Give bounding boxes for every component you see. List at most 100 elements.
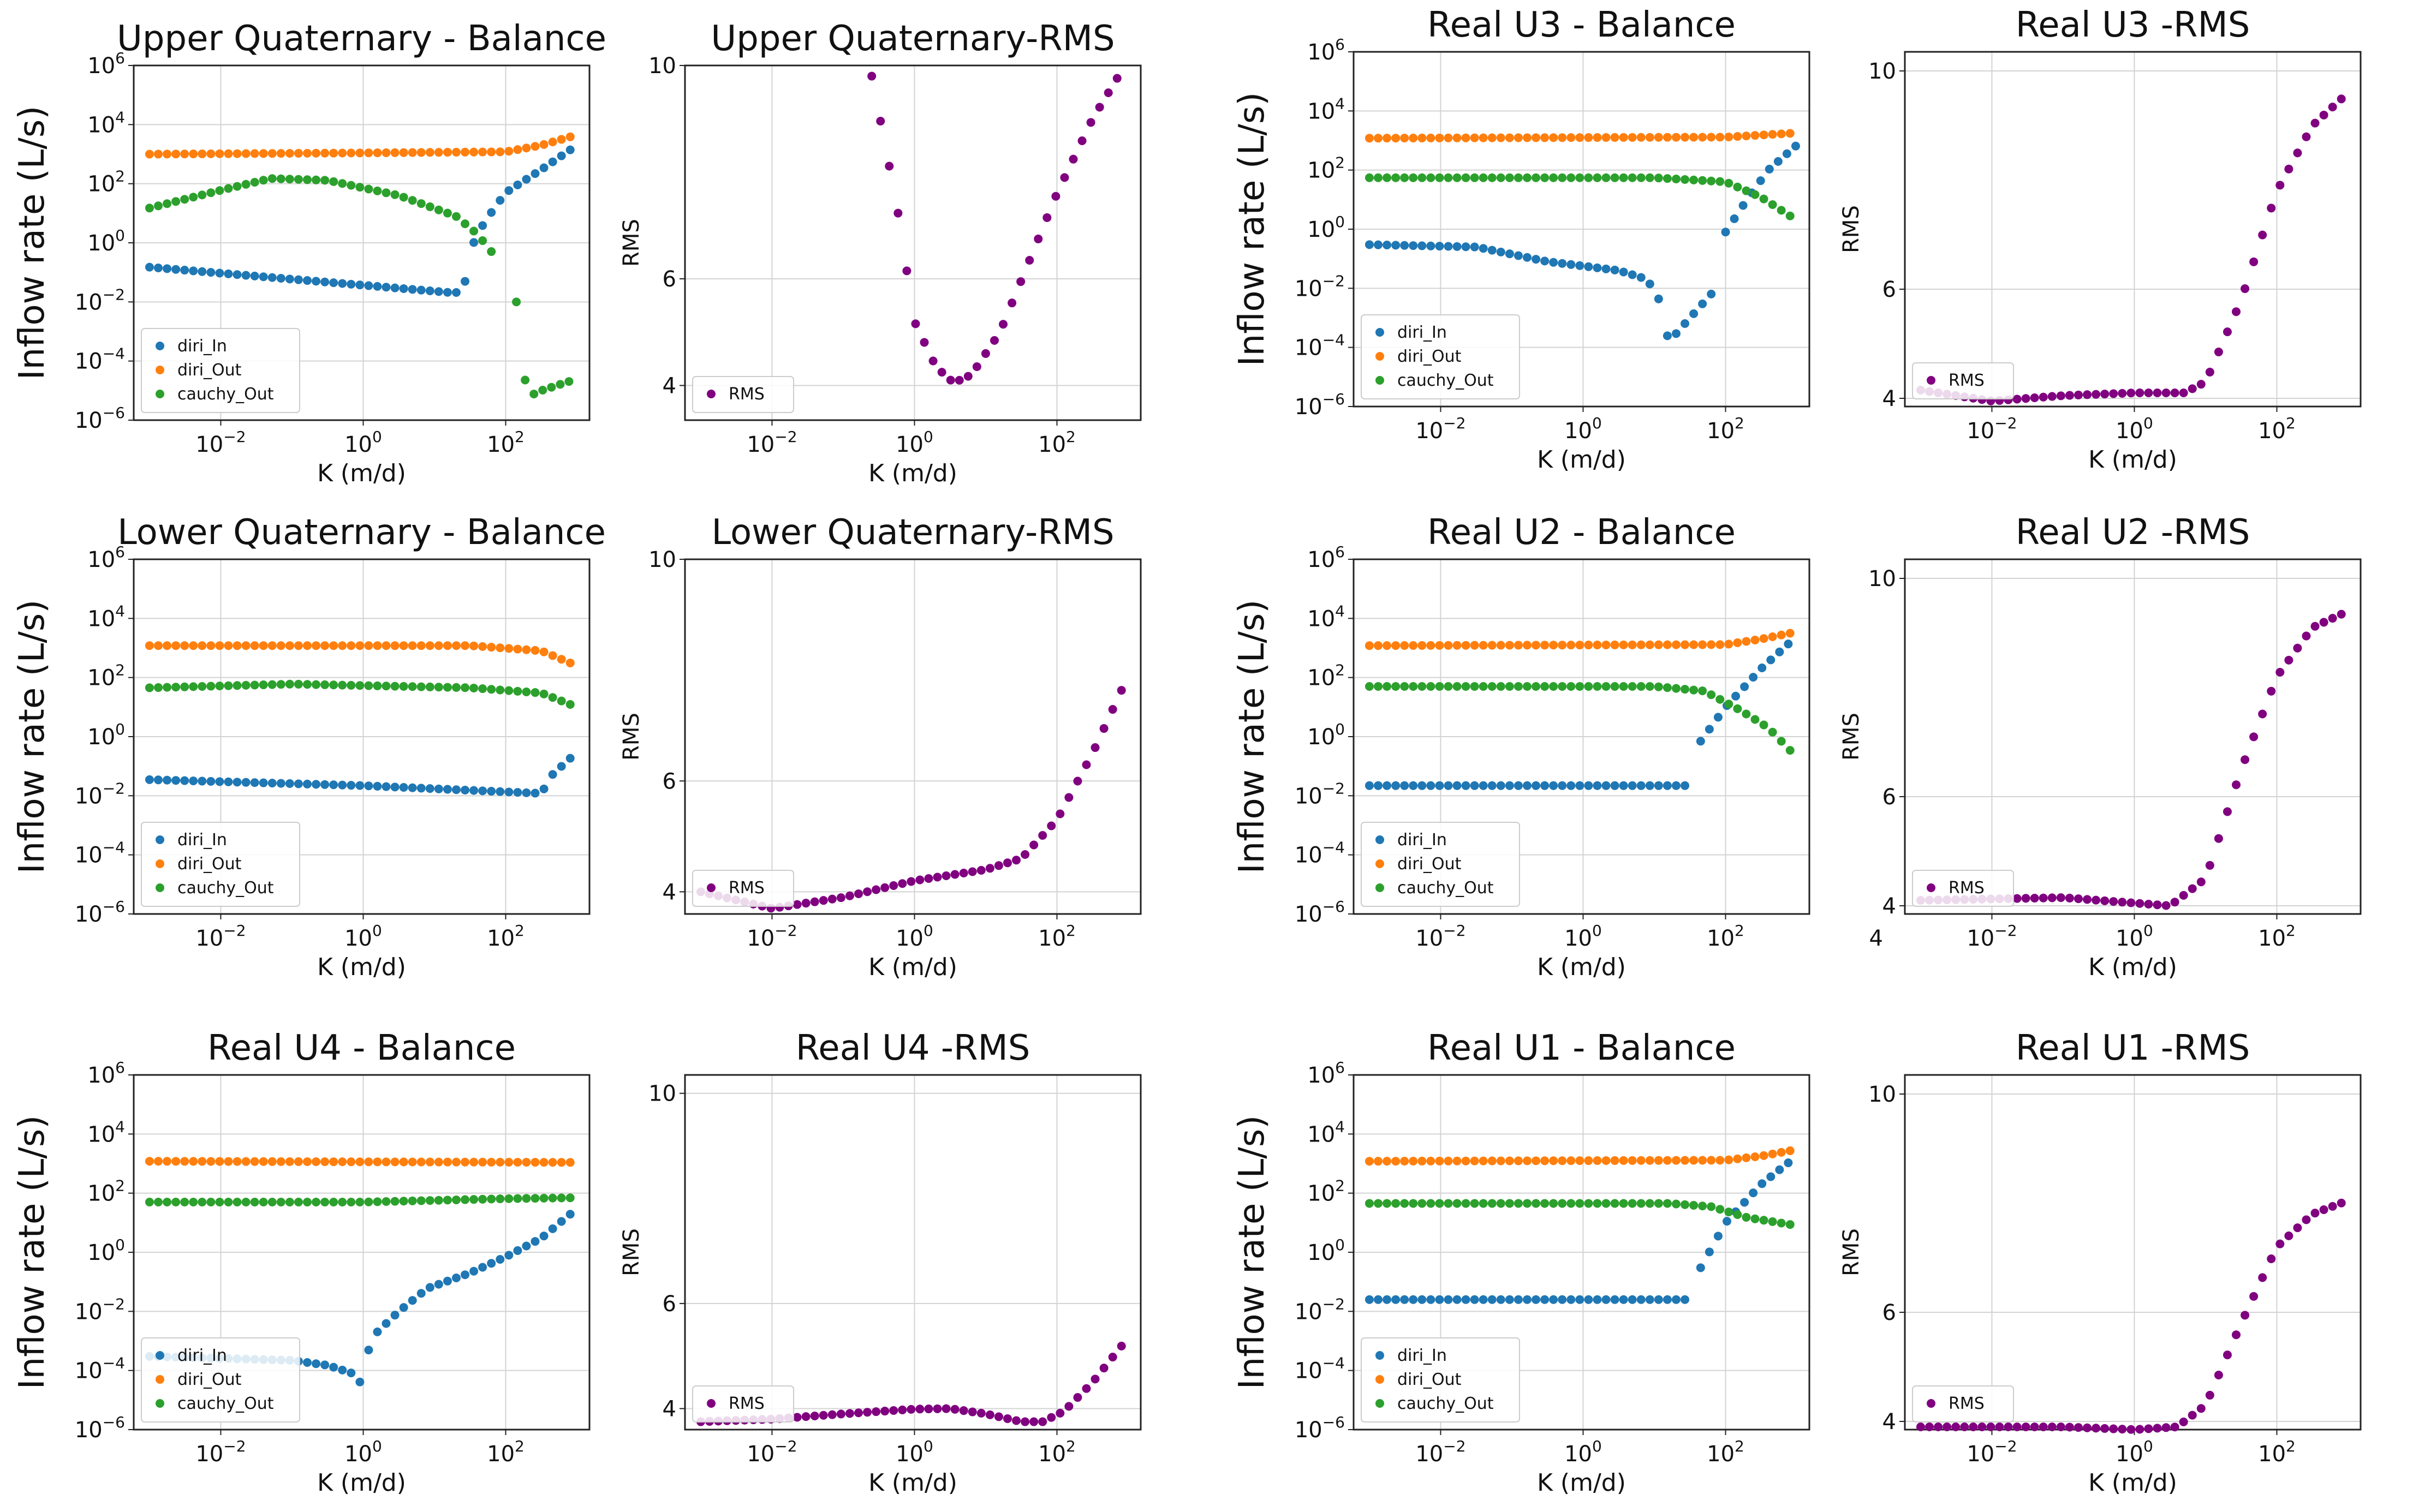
data-point [1435,1295,1444,1304]
data-point [1593,682,1602,691]
data-point [1391,1157,1401,1166]
data-point [241,180,251,189]
data-point [1505,641,1514,650]
data-point [1721,228,1730,237]
data-point [171,197,181,206]
y-tick-label: 104 [1307,94,1345,124]
data-point [496,1255,505,1264]
data-point [1496,641,1505,650]
data-point [1461,682,1470,691]
data-point [267,641,277,650]
legend-frame [1912,1385,2014,1423]
data-point [390,283,400,292]
data-point [2293,148,2302,158]
chart-title: Real U2 -RMS [2016,512,2250,553]
legend: diri_In diri_Out cauchy_Out [141,822,300,907]
data-point [259,641,268,650]
x-tick-label: 102 [1038,922,1076,951]
data-point [565,658,575,667]
data-point [1584,641,1593,650]
data-point [1461,1156,1470,1166]
data-point [1056,809,1065,818]
data-point [469,1157,479,1167]
y-axis-label: Inflow rate (L/s) [1232,92,1272,366]
data-point [504,787,514,797]
data-point [985,1410,994,1419]
data-point [1575,173,1584,182]
data-point [1417,1295,1427,1304]
data-point [320,277,330,286]
data-point [1522,682,1532,691]
y-tick-label: 10 [1868,59,1896,84]
data-point [1713,1232,1723,1241]
plot-frame [1904,1074,2362,1431]
legend-marker-diri_In [156,342,164,350]
data-point [1549,641,1558,650]
data-point [189,150,198,159]
x-tick-label: 102 [487,922,525,951]
data-point [294,641,303,650]
data-point [2337,609,2346,619]
data-point [1575,781,1584,790]
data-point [434,148,443,157]
data-point [241,1197,251,1206]
series-diri_Out [145,1157,575,1167]
data-point [312,1157,321,1167]
data-point [145,1157,154,1166]
data-point [171,1197,181,1206]
data-point [1750,190,1760,199]
data-point [1654,294,1663,303]
data-point [1566,260,1576,269]
data-point [1374,641,1383,650]
legend-frame [692,1385,794,1423]
data-point [539,1232,549,1241]
data-point [557,151,566,160]
data-point [531,1158,540,1167]
data-point [1374,781,1383,790]
data-point [1051,192,1060,201]
data-point [1558,259,1567,268]
data-point [1479,641,1488,650]
data-point [408,148,417,157]
legend-marker-RMS [707,883,716,892]
data-point [907,1405,916,1414]
data-point [1540,256,1550,266]
data-point [364,148,373,158]
data-point [461,1195,470,1204]
data-point [548,651,557,660]
data-point [206,776,216,786]
data-point [968,1407,977,1417]
data-point [1444,133,1453,142]
data-point [198,267,207,276]
data-point [1601,640,1611,649]
y-tick-label: 102 [1307,1177,1345,1206]
data-point [1619,682,1628,691]
data-point [2232,1330,2241,1340]
legend-marker-diri_Out [1375,859,1384,868]
data-point [399,682,408,691]
data-point [1461,1295,1470,1304]
data-point [548,138,557,147]
data-point [1584,262,1593,271]
data-point [364,184,373,194]
data-point [1768,200,1777,210]
data-point [2074,1423,2083,1432]
data-point [180,682,189,691]
data-point [154,263,163,272]
data-point [1365,1157,1374,1166]
data-point [2319,110,2328,119]
data-point [1740,1198,1749,1207]
data-point [2302,1215,2311,1224]
data-point [1707,640,1716,649]
legend-marker-RMS [1927,1399,1935,1408]
data-point [1426,641,1435,650]
data-point [1549,133,1558,142]
data-point [408,196,417,205]
data-point [915,1405,925,1414]
y-tick-label: 10−2 [75,1295,125,1324]
data-point [1584,781,1593,790]
data-point [1766,1172,1776,1181]
data-point [276,273,285,283]
data-point [898,1405,907,1414]
data-point [557,696,566,706]
